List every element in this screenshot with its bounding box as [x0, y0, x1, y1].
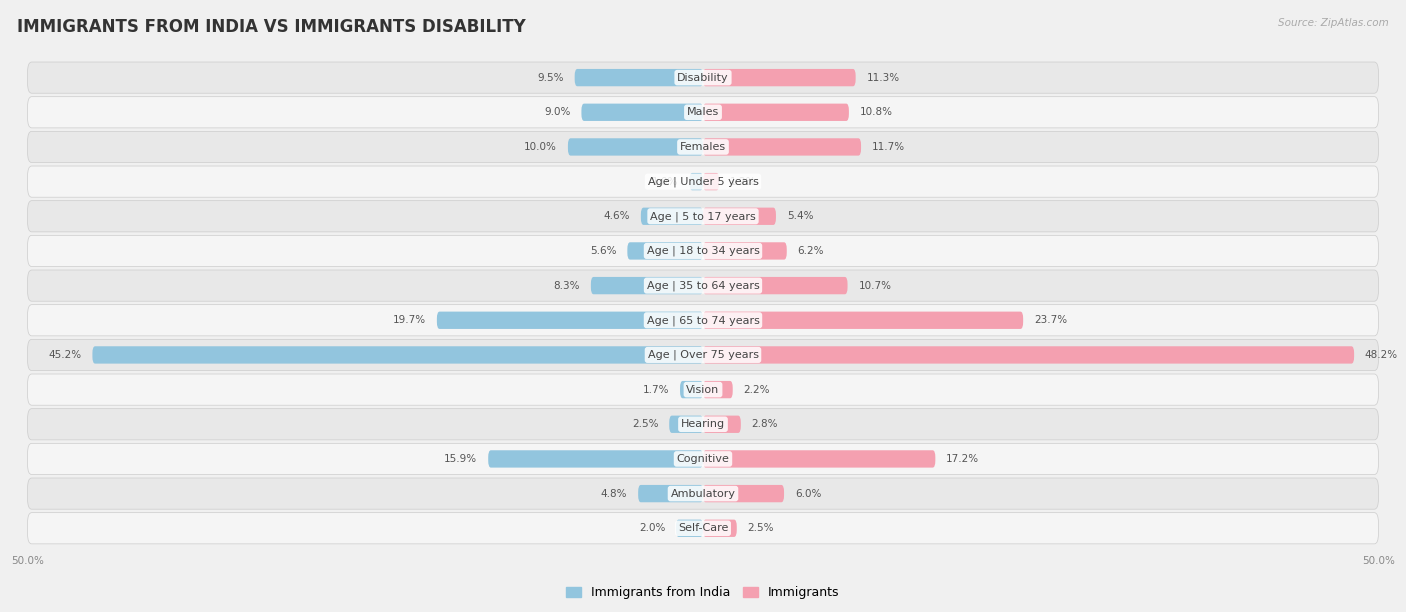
FancyBboxPatch shape [641, 207, 703, 225]
Text: Disability: Disability [678, 73, 728, 83]
FancyBboxPatch shape [703, 381, 733, 398]
FancyBboxPatch shape [28, 478, 1378, 509]
Text: 19.7%: 19.7% [392, 315, 426, 325]
Text: IMMIGRANTS FROM INDIA VS IMMIGRANTS DISABILITY: IMMIGRANTS FROM INDIA VS IMMIGRANTS DISA… [17, 18, 526, 36]
Text: Vision: Vision [686, 384, 720, 395]
FancyBboxPatch shape [582, 103, 703, 121]
FancyBboxPatch shape [28, 166, 1378, 197]
FancyBboxPatch shape [28, 305, 1378, 336]
FancyBboxPatch shape [28, 443, 1378, 474]
FancyBboxPatch shape [689, 173, 703, 190]
Text: 9.0%: 9.0% [544, 107, 571, 118]
Text: 6.0%: 6.0% [794, 488, 821, 499]
FancyBboxPatch shape [703, 277, 848, 294]
FancyBboxPatch shape [28, 513, 1378, 544]
FancyBboxPatch shape [488, 450, 703, 468]
Text: 17.2%: 17.2% [946, 454, 980, 464]
Text: 10.7%: 10.7% [858, 281, 891, 291]
FancyBboxPatch shape [28, 62, 1378, 93]
Text: 45.2%: 45.2% [48, 350, 82, 360]
Text: 2.8%: 2.8% [752, 419, 778, 429]
Text: 5.6%: 5.6% [591, 246, 617, 256]
Text: Males: Males [688, 107, 718, 118]
FancyBboxPatch shape [28, 201, 1378, 232]
Text: 2.0%: 2.0% [638, 523, 665, 533]
Text: Age | 5 to 17 years: Age | 5 to 17 years [650, 211, 756, 222]
FancyBboxPatch shape [676, 520, 703, 537]
FancyBboxPatch shape [703, 242, 787, 259]
FancyBboxPatch shape [28, 236, 1378, 267]
Text: Age | 18 to 34 years: Age | 18 to 34 years [647, 245, 759, 256]
FancyBboxPatch shape [28, 409, 1378, 440]
Text: 5.4%: 5.4% [787, 211, 813, 222]
FancyBboxPatch shape [591, 277, 703, 294]
FancyBboxPatch shape [703, 416, 741, 433]
Text: 2.5%: 2.5% [748, 523, 775, 533]
Text: 1.0%: 1.0% [652, 177, 679, 187]
FancyBboxPatch shape [703, 173, 720, 190]
FancyBboxPatch shape [28, 97, 1378, 128]
Text: 2.2%: 2.2% [744, 384, 770, 395]
FancyBboxPatch shape [638, 485, 703, 502]
Text: Self-Care: Self-Care [678, 523, 728, 533]
Text: 1.2%: 1.2% [730, 177, 756, 187]
FancyBboxPatch shape [703, 520, 737, 537]
FancyBboxPatch shape [93, 346, 703, 364]
Text: 48.2%: 48.2% [1365, 350, 1398, 360]
Text: Age | Over 75 years: Age | Over 75 years [648, 349, 758, 360]
Text: Source: ZipAtlas.com: Source: ZipAtlas.com [1278, 18, 1389, 28]
Text: 6.2%: 6.2% [797, 246, 824, 256]
FancyBboxPatch shape [28, 132, 1378, 163]
Text: 4.6%: 4.6% [603, 211, 630, 222]
Text: 1.7%: 1.7% [643, 384, 669, 395]
Text: Age | 65 to 74 years: Age | 65 to 74 years [647, 315, 759, 326]
FancyBboxPatch shape [703, 69, 856, 86]
FancyBboxPatch shape [703, 103, 849, 121]
FancyBboxPatch shape [703, 450, 935, 468]
Text: 2.5%: 2.5% [631, 419, 658, 429]
Text: 10.0%: 10.0% [524, 142, 557, 152]
FancyBboxPatch shape [669, 416, 703, 433]
Text: 4.8%: 4.8% [600, 488, 627, 499]
FancyBboxPatch shape [703, 312, 1024, 329]
Text: Age | Under 5 years: Age | Under 5 years [648, 176, 758, 187]
FancyBboxPatch shape [703, 485, 785, 502]
FancyBboxPatch shape [28, 270, 1378, 301]
FancyBboxPatch shape [568, 138, 703, 155]
Legend: Immigrants from India, Immigrants: Immigrants from India, Immigrants [561, 581, 845, 604]
FancyBboxPatch shape [575, 69, 703, 86]
Text: 10.8%: 10.8% [859, 107, 893, 118]
Text: 11.3%: 11.3% [866, 73, 900, 83]
Text: Age | 35 to 64 years: Age | 35 to 64 years [647, 280, 759, 291]
Text: 23.7%: 23.7% [1033, 315, 1067, 325]
FancyBboxPatch shape [703, 138, 860, 155]
Text: 15.9%: 15.9% [444, 454, 478, 464]
Text: 9.5%: 9.5% [537, 73, 564, 83]
Text: Females: Females [681, 142, 725, 152]
FancyBboxPatch shape [28, 339, 1378, 370]
FancyBboxPatch shape [703, 346, 1354, 364]
FancyBboxPatch shape [703, 207, 776, 225]
FancyBboxPatch shape [437, 312, 703, 329]
Text: Ambulatory: Ambulatory [671, 488, 735, 499]
Text: Hearing: Hearing [681, 419, 725, 429]
FancyBboxPatch shape [681, 381, 703, 398]
Text: 8.3%: 8.3% [554, 281, 581, 291]
FancyBboxPatch shape [28, 374, 1378, 405]
FancyBboxPatch shape [627, 242, 703, 259]
Text: Cognitive: Cognitive [676, 454, 730, 464]
Text: 11.7%: 11.7% [872, 142, 905, 152]
